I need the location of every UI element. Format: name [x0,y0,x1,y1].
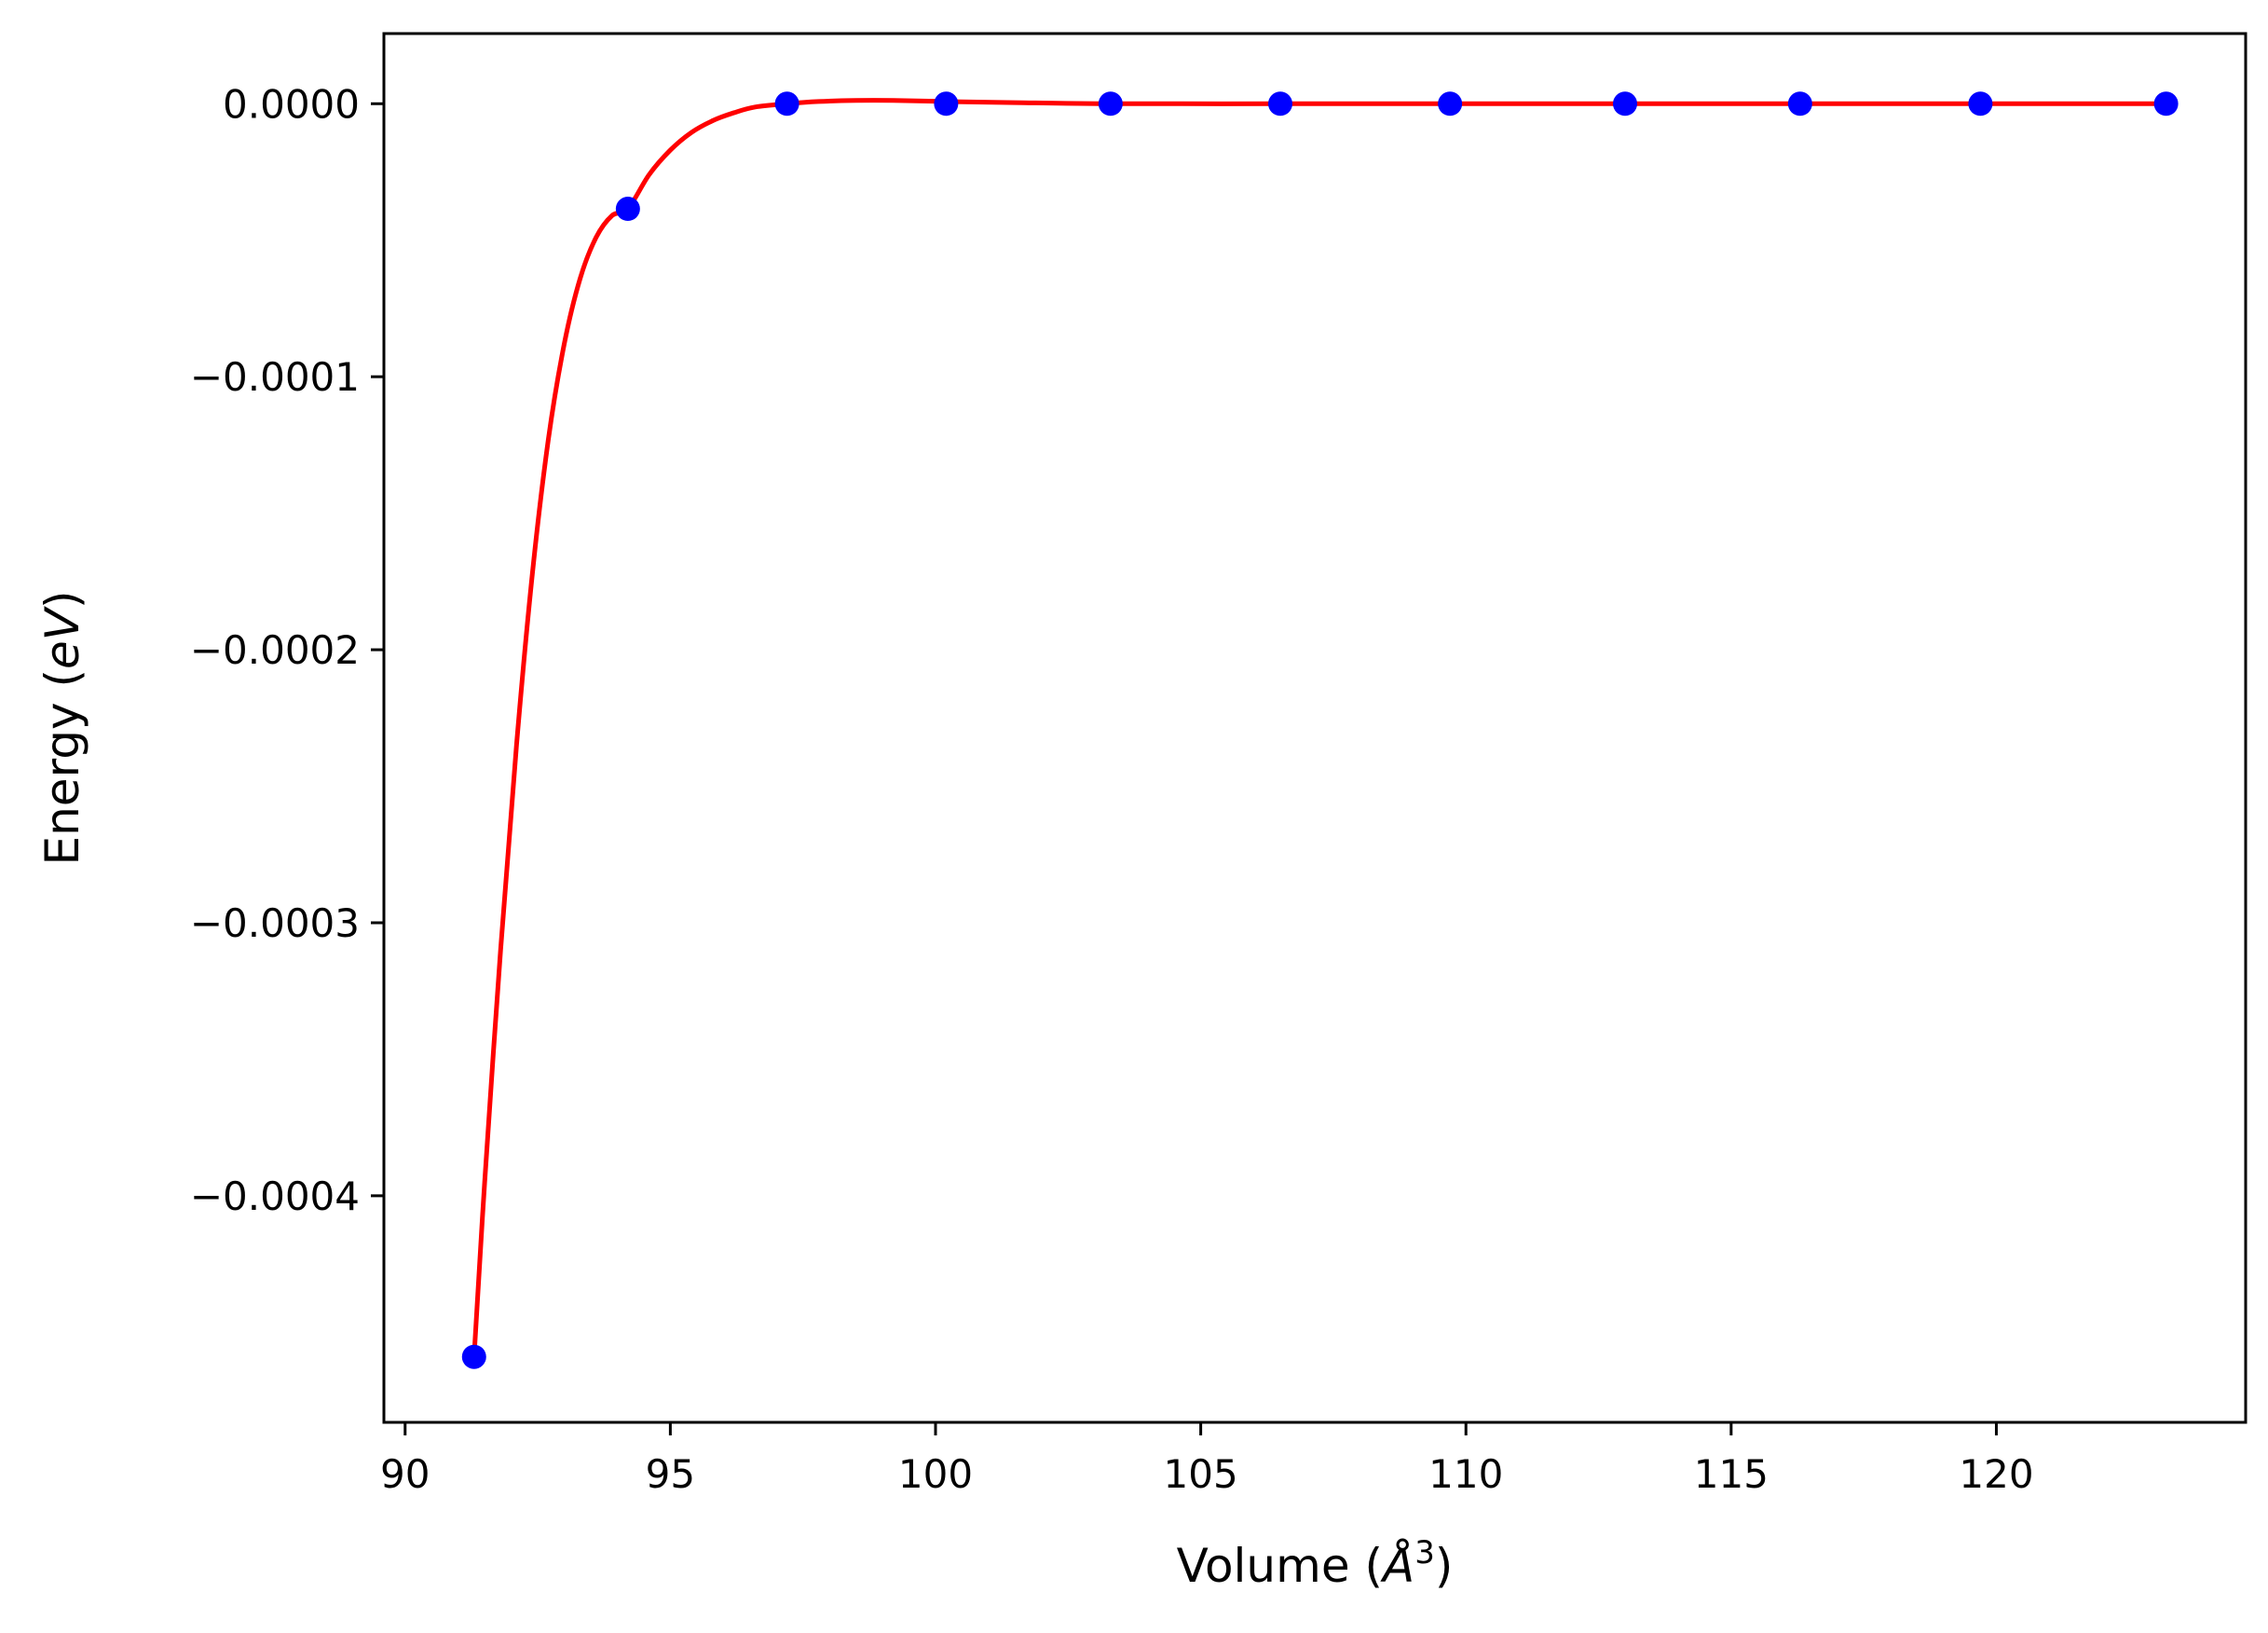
x-tick-label: 105 [1164,1451,1238,1497]
data-point [1613,91,1637,117]
data-point [774,91,799,117]
fit-curve-line [471,98,2166,1357]
data-point [1438,91,1463,117]
x-tick-label: 120 [1959,1451,2033,1497]
y-axis-title-prefix: Energy ( [35,669,89,865]
y-tick-label: −0.0004 [190,1173,360,1219]
data-point [461,1344,486,1369]
data-point [2153,91,2179,117]
x-tick-label: 110 [1428,1451,1503,1497]
x-axis-ticks: 90 95 100 105 110 115 120 [380,1422,2034,1497]
data-point [1787,91,1812,117]
data-point [1968,91,1993,117]
x-axis-title-prefix: Volume ( [1177,1539,1383,1593]
y-axis-ticks: 0.0000 −0.0001 −0.0002 −0.0003 −0.0004 [190,81,384,1219]
plot-background [384,34,2246,1422]
x-tick-label: 95 [646,1451,695,1497]
y-axis-title-symbol: eV [35,605,89,669]
plot-frame [382,32,2248,1424]
x-tick-label: 100 [898,1451,973,1497]
data-point [1098,91,1123,117]
x-tick-label: 115 [1694,1451,1769,1497]
y-tick-label: −0.0003 [190,900,360,946]
y-tick-label: −0.0002 [190,627,360,673]
y-tick-label: 0.0000 [223,81,360,127]
x-tick-label: 90 [380,1451,430,1497]
y-tick-label: −0.0001 [190,354,360,400]
x-axis-title: Volume (Å3) [1177,1534,1454,1593]
y-axis-title: Energy (eV) [35,591,89,866]
y-axis-title-suffix: ) [35,591,89,610]
data-point [1268,91,1292,117]
x-axis-title-superscript: 3 [1414,1534,1435,1571]
data-point [615,197,640,222]
x-axis-title-suffix: ) [1435,1539,1454,1593]
x-axis-title-symbol: Å [1380,1539,1414,1593]
data-point [934,91,959,117]
